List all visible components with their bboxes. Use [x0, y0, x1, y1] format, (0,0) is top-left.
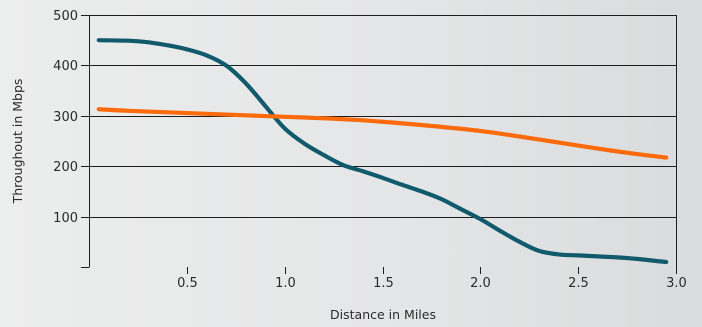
y-tick-label: 100 — [53, 211, 78, 226]
x-tick-label: 3.0 — [666, 276, 687, 291]
x-tick-label: 1.0 — [275, 276, 296, 291]
y-tick-label: 300 — [53, 110, 78, 125]
series-line-1 — [99, 40, 666, 262]
y-tick-label: 400 — [53, 59, 78, 74]
y-tick-label: 500 — [53, 9, 78, 24]
x-tick-label: 2.5 — [568, 276, 589, 291]
x-tick-label: 0.5 — [177, 276, 198, 291]
y-axis-title: Throughout in Mbps — [10, 79, 25, 205]
x-tick-label: 1.5 — [373, 276, 394, 291]
axes — [81, 15, 677, 274]
x-tick-label: 2.0 — [470, 276, 491, 291]
x-axis-title: Distance in Miles — [330, 307, 436, 322]
tick-labels: 100 200 300 400 500 0.5 1.0 1.5 2.0 2.5 3.0 — [53, 9, 687, 291]
y-tick-label: 200 — [53, 160, 78, 175]
series-group — [99, 40, 666, 262]
